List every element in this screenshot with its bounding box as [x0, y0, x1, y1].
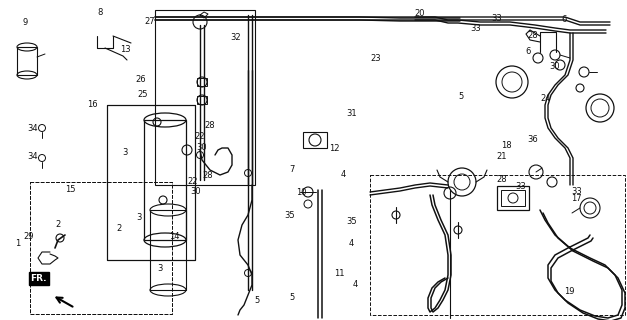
Text: 32: 32: [230, 33, 240, 42]
Text: 3: 3: [137, 213, 142, 222]
Text: 34: 34: [28, 124, 38, 132]
Text: 28: 28: [203, 171, 213, 180]
Bar: [107, 105, 195, 260]
Text: 33: 33: [470, 24, 481, 33]
Text: 26: 26: [136, 75, 146, 84]
Text: 25: 25: [138, 90, 148, 99]
Text: 33: 33: [571, 187, 582, 196]
Text: 15: 15: [65, 185, 75, 194]
Text: 31: 31: [346, 109, 356, 118]
Text: 14: 14: [169, 232, 179, 241]
Text: 18: 18: [502, 141, 512, 150]
Text: 4: 4: [349, 239, 354, 248]
Bar: [501, 190, 525, 206]
Text: 22: 22: [188, 177, 198, 186]
Bar: [107, 105, 195, 260]
Text: 3: 3: [157, 264, 162, 273]
Text: 23: 23: [371, 54, 381, 63]
Bar: [155, 10, 255, 185]
Bar: [197, 78, 207, 86]
Text: 24: 24: [540, 94, 551, 103]
Text: 4: 4: [340, 170, 345, 179]
Text: 5: 5: [458, 92, 463, 100]
Text: 5: 5: [255, 296, 260, 305]
Bar: [30, 182, 172, 314]
Bar: [150, 210, 186, 290]
Text: 19: 19: [564, 287, 574, 296]
Text: 6: 6: [525, 47, 530, 56]
Text: 33: 33: [491, 14, 502, 23]
Text: 4: 4: [353, 280, 358, 289]
Text: 29: 29: [23, 232, 33, 241]
Bar: [303, 132, 327, 148]
Bar: [497, 186, 529, 210]
Text: 8: 8: [98, 8, 103, 17]
Text: 1: 1: [15, 239, 20, 248]
Text: 2: 2: [55, 220, 60, 228]
Bar: [30, 182, 172, 314]
Text: 34: 34: [28, 152, 38, 161]
Bar: [144, 120, 186, 240]
Text: 13: 13: [120, 45, 130, 54]
Text: 6: 6: [562, 15, 567, 24]
Text: 35: 35: [346, 217, 356, 226]
Text: 35: 35: [285, 211, 295, 220]
Text: 30: 30: [197, 143, 207, 152]
Text: 5: 5: [289, 293, 294, 302]
Text: 28: 28: [528, 31, 538, 40]
Text: 16: 16: [88, 100, 98, 109]
Text: 21: 21: [497, 152, 507, 161]
Bar: [370, 175, 625, 315]
Text: 12: 12: [330, 144, 340, 153]
Text: 27: 27: [144, 17, 154, 26]
Text: 11: 11: [335, 269, 345, 278]
Bar: [197, 96, 207, 104]
Text: 9: 9: [23, 18, 28, 27]
Text: 30: 30: [191, 187, 201, 196]
Text: 28: 28: [497, 175, 507, 184]
Text: FR.: FR.: [31, 274, 47, 283]
Text: 28: 28: [205, 121, 215, 130]
Text: 22: 22: [194, 132, 204, 141]
Text: 20: 20: [415, 9, 425, 18]
Text: 17: 17: [572, 194, 582, 203]
Text: 30: 30: [550, 62, 560, 71]
Bar: [17, 47, 37, 75]
Text: 10: 10: [296, 188, 306, 196]
Text: 2: 2: [117, 224, 122, 233]
Text: 7: 7: [289, 165, 294, 174]
Text: 33: 33: [515, 182, 526, 191]
Text: 36: 36: [527, 135, 539, 144]
Text: 3: 3: [123, 148, 128, 156]
